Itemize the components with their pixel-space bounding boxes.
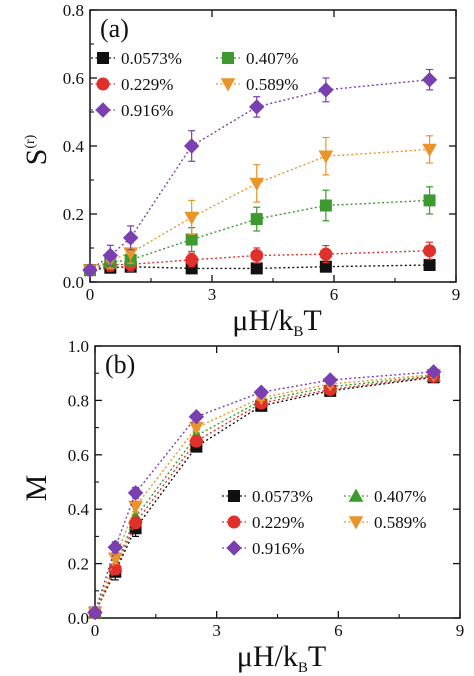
y-tick-label: 0.0 [68,609,89,628]
legend-marker-0.229% [227,515,241,529]
legend-marker-0.407% [222,52,234,64]
panel-label: (a) [100,14,129,43]
data-point-0.916% [322,372,338,388]
y-axis-title-main: M [20,475,53,502]
data-point-0.916% [122,230,139,246]
x-axis-title: μH/kBT [237,640,326,676]
data-point-0.229% [250,248,264,262]
y-axis-title: S(r) [20,134,53,165]
y-tick-label: 0.8 [68,391,89,410]
x-tick-label: 9 [456,621,465,640]
data-point-0.229% [189,434,203,448]
legend-label-0.0573%: 0.0573% [121,49,182,68]
y-tick-label: 0.6 [68,446,89,465]
legend-label-0.589%: 0.589% [246,75,298,94]
data-point-0.916% [127,485,144,501]
legend-marker-0.916% [95,102,111,118]
legend-label-0.407%: 0.407% [246,49,298,68]
y-tick-label: 0.4 [68,500,90,519]
y-tick-label: 0.2 [63,205,84,224]
data-point-0.589% [422,143,437,157]
x-axis-title-subscript: B [298,660,308,676]
legend-marker-0.407% [348,488,364,502]
legend-label-0.407%: 0.407% [374,487,426,506]
legend-marker-0.916% [226,540,242,556]
data-point-0.589% [184,211,200,225]
data-point-0.916% [253,384,269,400]
legend-marker-0.229% [96,77,110,91]
x-tick-label: 3 [212,621,221,640]
chart-panel-a: 0 3 6 9 0.0 0.2 0.4 0.6 0.8 (a) 0.0573% 0.407% 0.229… [20,1,460,340]
y-tick-label: 0.2 [68,555,89,574]
data-point-0.916% [102,247,119,264]
legend-label-0.589%: 0.589% [374,513,426,532]
legend-label-0.916%: 0.916% [252,539,304,558]
data-point-0.916% [183,138,200,154]
legend-marker-0.0573% [97,52,109,64]
x-tick-label: 0 [86,285,95,304]
y-axis-title-superscript: (r) [23,134,38,148]
data-point-0.0573% [423,259,436,271]
data-point-0.916% [82,262,98,278]
data-point-0.916% [318,82,334,98]
panel-label: (b) [105,350,135,379]
x-axis-title-tail: T [308,640,326,673]
x-axis-title-main: μH/k [237,640,298,673]
x-axis-title-tail: T [303,304,321,337]
legend-label-0.916%: 0.916% [121,101,173,120]
x-tick-label: 6 [334,621,343,640]
data-point-0.229% [185,253,199,267]
y-axis-title-main: S [20,149,53,166]
data-point-0.0573% [250,262,263,275]
data-point-0.589% [249,177,265,191]
data-point-0.229% [423,244,437,258]
legend-label-0.0573%: 0.0573% [252,487,313,506]
x-tick-label: 0 [91,621,100,640]
y-tick-label: 1.0 [68,337,89,356]
y-tick-label: 0.6 [63,69,84,88]
y-axis-title: M [20,475,53,502]
data-point-0.916% [425,364,442,380]
data-point-0.916% [188,409,205,425]
x-axis-title-subscript: B [293,324,303,340]
chart-panel-b: 0 3 6 9 0.0 0.2 0.4 0.6 0.8 1.0 (b) 0.0573% 0.407% 0.… [20,337,464,676]
data-point-0.916% [87,604,103,621]
y-tick-label: 0.4 [63,137,85,156]
x-tick-label: 9 [452,285,461,304]
data-point-0.589% [318,150,334,164]
legend-label-0.229%: 0.229% [252,513,304,532]
data-point-0.407% [250,213,263,226]
y-tick-label: 0.0 [63,273,84,292]
data-point-0.916% [249,99,265,115]
data-point-0.407% [423,194,436,207]
legend-marker-0.0573% [228,490,240,502]
data-point-0.407% [319,199,332,212]
data-point-0.407% [185,233,198,246]
data-point-0.916% [107,539,123,555]
data-point-0.916% [421,71,438,88]
x-tick-label: 3 [208,285,217,304]
legend-label-0.229%: 0.229% [121,75,173,94]
y-tick-label: 0.8 [63,1,84,20]
legend-marker-0.589% [220,78,236,92]
x-tick-label: 6 [330,285,339,304]
legend-marker-0.589% [348,516,364,530]
data-point-0.589% [128,500,143,515]
data-point-0.229% [319,247,333,261]
x-axis-title: μH/kBT [232,304,321,340]
x-axis-title-main: μH/k [232,304,293,337]
